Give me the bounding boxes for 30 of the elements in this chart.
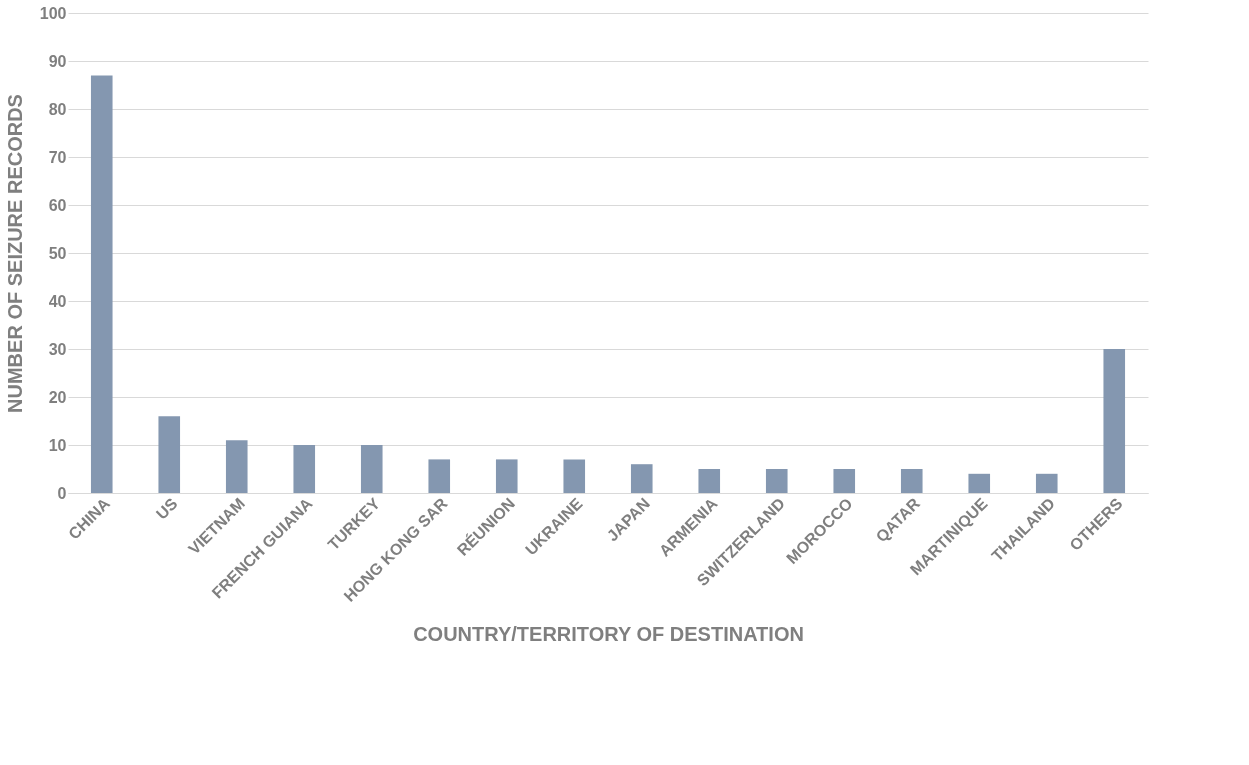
bar — [360, 445, 383, 493]
bar — [293, 445, 316, 493]
bar — [765, 469, 788, 493]
y-tick-label: 0 — [57, 484, 67, 502]
bar — [225, 440, 248, 493]
bar — [495, 459, 518, 493]
bar — [1103, 349, 1126, 493]
x-tick-label: US — [152, 494, 181, 523]
y-tick-label: 10 — [48, 436, 67, 454]
y-tick-label: 20 — [48, 388, 67, 406]
bar — [698, 469, 721, 493]
bar — [833, 469, 856, 493]
y-tick-label: 30 — [48, 340, 67, 358]
y-tick-label: 40 — [48, 292, 67, 310]
y-tick-label: 80 — [48, 100, 67, 118]
y-tick-label: 60 — [48, 196, 67, 214]
y-tick-label: 50 — [48, 244, 67, 262]
x-axis-title: COUNTRY/TERRITORY OF DESTINATION — [413, 622, 804, 645]
y-tick-label: 90 — [48, 52, 67, 70]
y-axis-title: NUMBER OF SEIZURE RECORDS — [3, 94, 26, 413]
bar — [563, 459, 586, 493]
bar — [1035, 473, 1058, 493]
y-tick-label: 100 — [39, 4, 67, 22]
bar — [428, 459, 451, 493]
y-tick-label: 70 — [48, 148, 67, 166]
bar — [158, 416, 181, 493]
bar — [630, 464, 653, 493]
bar — [900, 469, 923, 493]
bar — [90, 75, 113, 493]
bar — [968, 473, 991, 493]
